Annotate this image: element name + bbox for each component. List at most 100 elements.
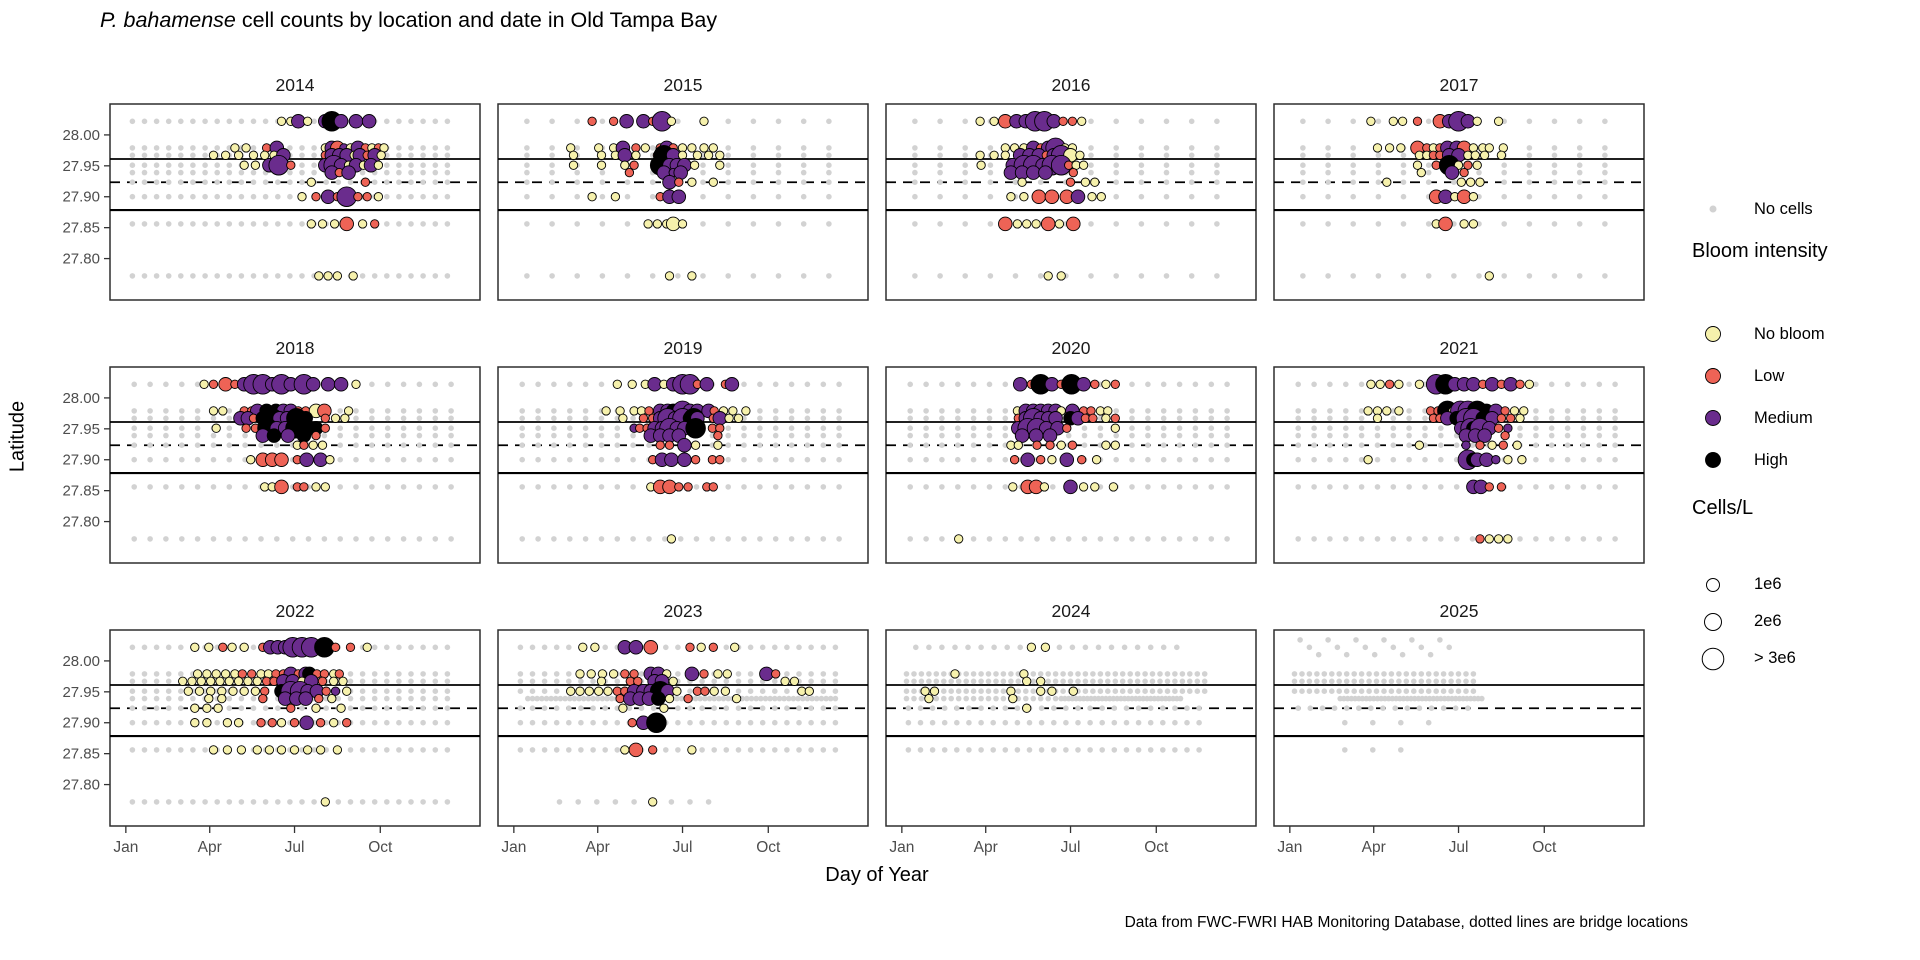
data-point	[578, 642, 588, 652]
data-point	[1394, 406, 1404, 416]
data-point	[1475, 534, 1485, 544]
sample-point	[675, 719, 681, 726]
sample-point	[1399, 651, 1406, 658]
sample-point	[1551, 152, 1558, 159]
sample-point	[262, 799, 269, 805]
sample-point	[937, 152, 943, 159]
sample-point	[1319, 705, 1326, 711]
sample-point	[1194, 688, 1201, 694]
sample-point	[784, 671, 790, 677]
legend-item-no-bloom-label: No bloom	[1754, 324, 1825, 343]
sample-point	[1406, 415, 1412, 422]
sample-point	[986, 432, 993, 439]
y-tick-label: 27.85	[62, 746, 100, 763]
sample-point	[929, 705, 936, 711]
sample-point	[432, 747, 439, 753]
sample-point	[937, 118, 943, 125]
sample-point	[772, 456, 779, 463]
title-species: P. bahamense	[100, 8, 236, 32]
sample-point	[954, 719, 960, 726]
sample-point	[630, 432, 636, 439]
sample-point	[202, 169, 208, 176]
data-point	[351, 379, 361, 389]
data-point	[1487, 440, 1497, 450]
data-point	[724, 413, 734, 423]
sample-point	[1526, 179, 1533, 185]
sample-point	[359, 695, 366, 702]
data-point	[241, 423, 251, 433]
sample-point	[165, 162, 172, 168]
sample-point	[165, 221, 172, 227]
sample-point	[535, 425, 541, 431]
data-point	[1493, 116, 1504, 126]
sample-point	[700, 162, 706, 168]
legend-key-dot	[1706, 577, 1720, 592]
sample-point	[775, 273, 782, 279]
sample-point	[747, 719, 754, 726]
sample-point	[529, 644, 536, 651]
sample-point	[311, 118, 317, 125]
sample-point	[836, 432, 842, 439]
sample-point	[952, 644, 958, 651]
data-point	[1022, 703, 1032, 713]
sample-point	[574, 145, 580, 151]
sample-point	[1224, 536, 1230, 542]
sample-point	[762, 695, 769, 702]
sample-point	[1002, 381, 1009, 388]
sample-point	[535, 456, 541, 463]
data-point	[320, 377, 336, 392]
sample-point	[347, 695, 354, 702]
sample-point	[1373, 678, 1380, 685]
sample-point	[723, 747, 730, 753]
sample-point	[250, 719, 257, 726]
sample-point	[1321, 671, 1328, 677]
sample-point	[141, 221, 148, 227]
sample-point	[985, 678, 992, 685]
sample-point	[1325, 221, 1331, 227]
sample-point	[912, 179, 918, 185]
sample-point	[1350, 118, 1356, 125]
sample-point	[529, 671, 536, 677]
sample-point	[1476, 169, 1482, 176]
data-point	[370, 219, 380, 229]
sample-point	[1602, 152, 1608, 159]
sample-point	[432, 179, 439, 185]
sample-point	[567, 456, 573, 463]
sample-point	[1129, 415, 1135, 422]
sample-point	[1463, 671, 1469, 677]
sample-point	[1358, 425, 1365, 431]
sample-point	[1176, 381, 1183, 388]
sample-point	[582, 425, 589, 431]
panel-2014	[109, 103, 481, 301]
sample-point	[384, 415, 391, 422]
sample-point	[432, 719, 439, 726]
sample-point	[1184, 747, 1190, 753]
data-point	[575, 686, 585, 696]
sample-point	[941, 695, 947, 702]
sample-point	[524, 179, 530, 185]
sample-point	[941, 719, 948, 726]
data-point	[208, 379, 219, 389]
data-point	[306, 219, 316, 229]
sample-point	[1311, 432, 1317, 439]
data-point	[315, 718, 326, 728]
sample-point	[578, 747, 584, 753]
data-point	[299, 715, 314, 730]
sample-point	[962, 162, 968, 168]
sample-point	[820, 688, 827, 694]
y-tick-label: 28.00	[62, 390, 100, 407]
data-point	[1078, 482, 1089, 492]
sample-point	[1433, 671, 1439, 677]
sample-point	[226, 425, 233, 431]
data-point	[1068, 167, 1078, 178]
sample-point	[147, 432, 153, 439]
data-point	[586, 669, 596, 679]
sample-point	[832, 695, 839, 702]
sample-point	[1551, 118, 1558, 125]
sample-point	[432, 162, 439, 168]
x-tick-label: Oct	[1532, 839, 1557, 856]
legend-size-3: > 3e6	[1692, 640, 1912, 677]
sample-point	[210, 415, 217, 422]
sample-point	[163, 408, 169, 414]
sample-point	[1366, 678, 1372, 685]
